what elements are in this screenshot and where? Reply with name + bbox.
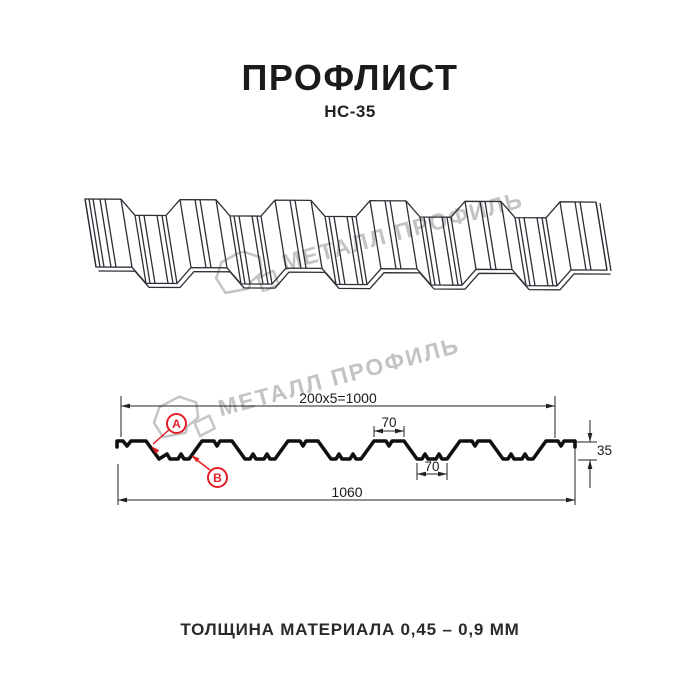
metal-profile-logo-icon	[152, 395, 216, 439]
callout-b-label: В	[213, 470, 222, 485]
dim-overall-width: 1060	[331, 484, 363, 500]
dim-profile-height: 35	[597, 443, 613, 458]
thickness-note: ТОЛЩИНА МАТЕРИАЛА 0,45 – 0,9 ММ	[180, 620, 520, 639]
watermark: МЕТАЛЛ ПРОФИЛЬ	[144, 322, 465, 449]
page-title: ПРОФЛИСТ	[241, 57, 459, 98]
dim-crest-width: 70	[381, 415, 397, 430]
callout-b-badge: В	[207, 467, 228, 488]
dim-valley-width: 70	[424, 459, 440, 474]
callout-a-badge: А	[166, 413, 187, 434]
dim-working-width: 200x5=1000	[299, 390, 377, 406]
callout-a-label: А	[172, 416, 181, 431]
page-subtitle: НС-35	[324, 102, 376, 121]
